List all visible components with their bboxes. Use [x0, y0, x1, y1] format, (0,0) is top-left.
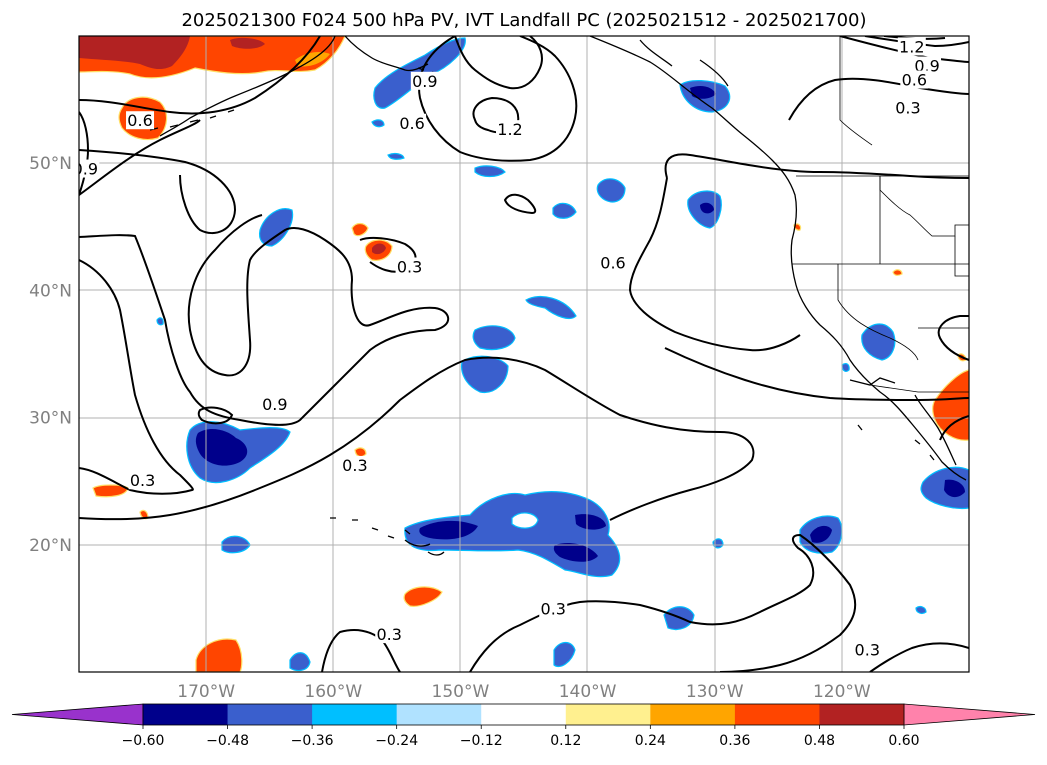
contour-label-background	[398, 113, 427, 132]
contour-label: 0.3	[397, 258, 422, 277]
colorbar-tick-label: 0.24	[635, 733, 666, 749]
contour-label: 0.3	[130, 471, 155, 490]
contour-label: 0.3	[855, 640, 880, 659]
contour-label-background	[853, 640, 882, 659]
contour-label: 1.2	[899, 37, 924, 56]
contour-label-background	[599, 253, 627, 272]
colorbar-segment	[227, 704, 313, 725]
lon-tick-label: 150°W	[432, 682, 490, 702]
contour-label-background	[913, 56, 942, 75]
pv-contours	[79, 36, 969, 672]
colorbar-extend-high	[903, 703, 1036, 726]
contour-label: 0.9	[73, 160, 98, 179]
colorbar-segment	[143, 704, 229, 725]
contour-label: 1.2	[497, 120, 522, 139]
lat-tick-label: 20°N	[29, 536, 72, 556]
contour-label-background	[128, 471, 157, 490]
gridlines	[79, 36, 969, 672]
map-background	[79, 36, 969, 672]
contour-label-background	[395, 257, 424, 276]
colorbar-tick-label: −0.12	[460, 733, 503, 749]
contour-label: 0.3	[377, 625, 402, 644]
lon-tick-label: 120°W	[813, 682, 871, 702]
contour-label-background	[79, 159, 100, 178]
colorbar-segment	[650, 704, 736, 725]
contour-label-background	[893, 98, 922, 117]
colorbar-segment	[396, 704, 482, 725]
lon-tick-label: 130°W	[686, 682, 744, 702]
colorbar-tick-label: 0.60	[888, 733, 919, 749]
colorbar-tick-label: −0.60	[122, 733, 165, 749]
colorbar-extend-low	[11, 703, 144, 726]
contour-label-background	[126, 111, 155, 130]
contour-label-background	[375, 625, 404, 644]
contour-label: 0.3	[342, 456, 367, 475]
contour-label-background	[340, 455, 369, 474]
contour-label: 0.6	[902, 71, 927, 90]
latitude-tick-labels: 50°N 40°N 30°N 20°N	[29, 154, 72, 556]
colorbar-tick-label: 0.48	[804, 733, 835, 749]
lon-tick-label: 170°W	[177, 682, 235, 702]
contour-label-background	[260, 394, 289, 413]
contour-label-background	[539, 599, 568, 618]
colorbar-segment	[734, 704, 820, 725]
colorbar-segment	[565, 704, 651, 725]
lat-tick-label: 50°N	[29, 154, 72, 174]
lon-tick-label: 140°W	[559, 682, 617, 702]
longitude-tick-labels: 170°W 160°W 150°W 140°W 130°W 120°W	[177, 682, 871, 702]
negative-anomaly-fill	[156, 37, 969, 672]
colorbar-outline	[142, 703, 905, 726]
contour-label: 0.3	[895, 99, 920, 118]
colorbar: −0.60 −0.48 −0.36 −0.24 −0.12 0.12 0.24 0.36 0.4…	[11, 703, 1036, 749]
colorbar-tick-label: −0.48	[206, 733, 249, 749]
political-borders	[792, 36, 969, 393]
map-layers: 1.20.90.60.30.90.6 1.20.60.90.3 0.60.90.30…	[73, 36, 969, 672]
contour-label: 0.6	[399, 114, 424, 133]
contour-label-background	[410, 71, 439, 90]
colorbar-tick-label: −0.36	[291, 733, 334, 749]
contour-label-background	[897, 37, 926, 56]
colorbar-tick-label: 0.36	[719, 733, 750, 749]
colorbar-segment	[312, 704, 398, 725]
contour-label: 0.3	[541, 600, 566, 619]
contour-label-background	[496, 120, 525, 139]
lat-tick-label: 30°N	[29, 409, 72, 429]
figure-title: 2025021300 F024 500 hPa PV, IVT Landfall…	[181, 10, 866, 31]
positive-anomaly-fill	[79, 36, 969, 672]
pv-contour-labels: 1.20.90.60.30.90.6 1.20.60.90.3 0.60.90.30…	[73, 37, 942, 659]
colorbar-tick-label: −0.24	[375, 733, 418, 749]
map-frame	[78, 35, 970, 673]
contour-label: 0.6	[600, 254, 625, 273]
colorbar-segment	[819, 704, 905, 725]
contour-label: 0.9	[262, 395, 287, 414]
lon-tick-label: 160°W	[304, 682, 362, 702]
contour-label: 0.9	[412, 72, 437, 91]
lat-tick-label: 40°N	[29, 281, 72, 301]
colorbar-tick-label: 0.12	[550, 733, 581, 749]
contour-label: 0.6	[127, 111, 152, 130]
colorbar-segment	[481, 704, 567, 725]
contour-label-background	[900, 70, 929, 89]
